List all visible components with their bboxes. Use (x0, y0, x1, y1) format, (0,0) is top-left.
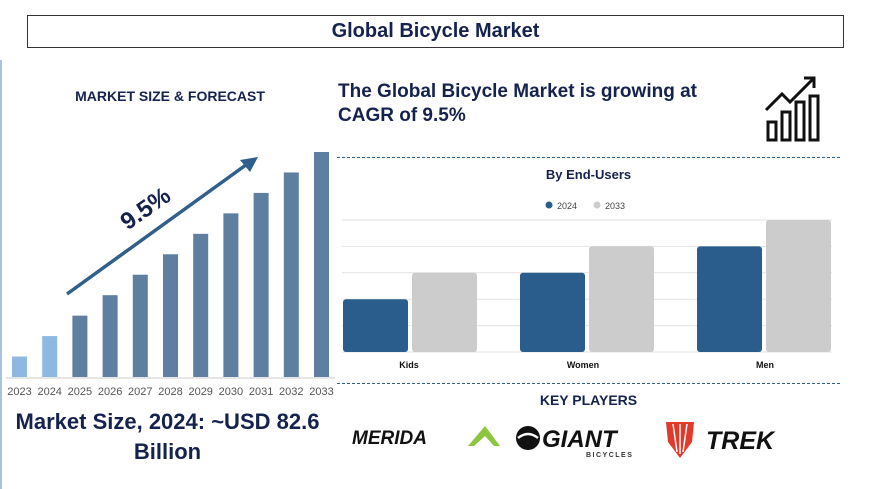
x-tick-label: 2027 (128, 386, 152, 398)
x-tick-label: Men (756, 360, 774, 370)
bar-2029 (193, 233, 209, 377)
end-users-title: By End-Users (545, 167, 632, 182)
bar-kids-2024 (343, 299, 408, 352)
bar-kids-2033 (412, 272, 477, 352)
legend-swatch (545, 201, 553, 209)
legend-label: 2024 (557, 201, 577, 211)
merida-logo: MERIDA (352, 426, 500, 449)
merida-wordmark: MERIDA (352, 428, 427, 449)
bar-2023 (12, 356, 27, 377)
x-tick-label: 2030 (219, 386, 243, 398)
giant-wordmark: GIANT (542, 426, 619, 453)
trek-wordmark: TREK (706, 427, 776, 455)
cagr-annotation: 9.5% (116, 182, 176, 235)
trek-logo: TREK (666, 422, 776, 458)
market-size-text: Market Size, 2024: ~USD 82.6 Billion (15, 409, 320, 464)
giant-sub: BICYCLES (586, 452, 633, 459)
end-users-chart: 2024 2033 Kids Women Men (342, 201, 832, 370)
page-title: Global Bicycle Market (27, 15, 844, 48)
bar-men-2024 (697, 246, 762, 352)
x-tick-label: 2029 (188, 386, 212, 398)
key-players-heading: KEY PLAYERS (539, 392, 638, 408)
cagr-headline: The Global Bicycle Market is growing at … (338, 81, 697, 126)
bar-2027 (132, 274, 148, 377)
giant-logo: GIANT BICYCLES (516, 426, 633, 459)
market-size-heading: MARKET SIZE & FORECAST (75, 88, 265, 104)
bar-women-2033 (589, 246, 654, 352)
bar-2028 (163, 254, 178, 377)
bar-2024 (42, 336, 58, 377)
growth-chart-icon (764, 76, 820, 142)
arrow-head (240, 157, 258, 172)
bar-2025 (72, 315, 88, 377)
legend-swatch (593, 201, 601, 209)
x-tick-label: 2032 (279, 386, 303, 398)
growth-arrow (65, 160, 252, 296)
x-tick-label: 2026 (98, 386, 122, 398)
x-tick-label: Kids (399, 360, 419, 370)
bar-2032 (283, 172, 299, 377)
x-tick-label: 2025 (68, 386, 92, 398)
x-tick-label: 2033 (309, 386, 333, 398)
x-tick-label: 2031 (249, 386, 273, 398)
bar-2031 (253, 192, 269, 377)
divider (337, 157, 840, 158)
bar-2030 (223, 213, 239, 377)
x-tick-label: 2028 (158, 386, 182, 398)
x-tick-label: 2023 (7, 386, 31, 398)
x-tick-label: 2024 (37, 386, 61, 398)
bar-2033 (314, 152, 329, 377)
x-tick-label: Women (567, 360, 599, 370)
bar-2026 (102, 295, 118, 377)
legend-label: 2033 (605, 201, 625, 211)
divider (337, 383, 840, 384)
bar-women-2024 (520, 272, 585, 352)
bar-men-2033 (766, 220, 831, 352)
key-players-logos: MERIDA GIANT BICYCLES TREK (352, 422, 776, 459)
left-frame-line (0, 60, 2, 489)
forecast-chart: 2023 2024 2025 2026 2027 2028 2029 2030 2031 2032… (6, 152, 335, 398)
